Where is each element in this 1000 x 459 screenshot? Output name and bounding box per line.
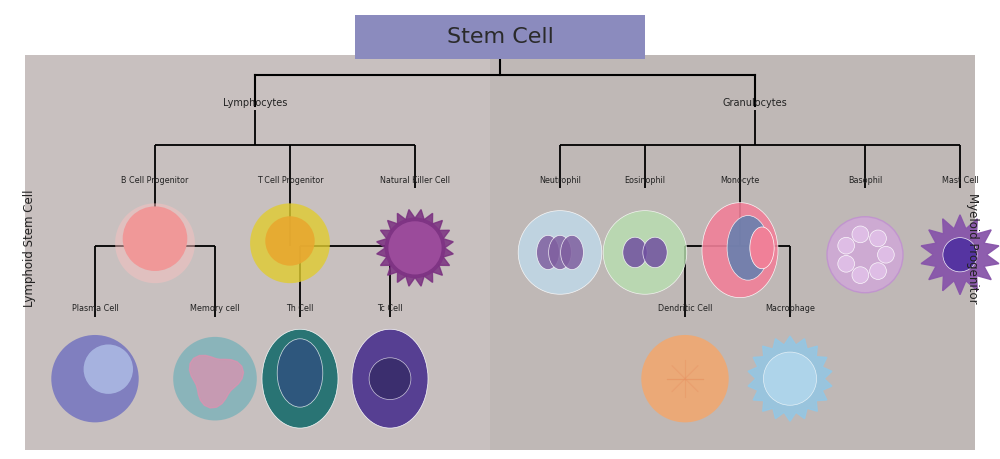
- Ellipse shape: [262, 329, 338, 428]
- Ellipse shape: [123, 207, 187, 271]
- Text: T Cell Progenitor: T Cell Progenitor: [257, 175, 323, 185]
- Text: Neutrophil: Neutrophil: [539, 175, 581, 185]
- Ellipse shape: [878, 246, 894, 263]
- Ellipse shape: [943, 238, 977, 272]
- Text: Lymphoid Stem Cell: Lymphoid Stem Cell: [23, 189, 36, 307]
- Text: B Cell Progenitor: B Cell Progenitor: [121, 175, 189, 185]
- Ellipse shape: [173, 337, 257, 420]
- Text: Natural Killer Cell: Natural Killer Cell: [380, 175, 450, 185]
- Ellipse shape: [277, 339, 323, 407]
- Ellipse shape: [115, 203, 195, 283]
- Ellipse shape: [250, 203, 330, 283]
- Text: Basophil: Basophil: [848, 175, 882, 185]
- Ellipse shape: [827, 217, 903, 293]
- Ellipse shape: [537, 235, 559, 269]
- Ellipse shape: [549, 235, 571, 269]
- Polygon shape: [189, 355, 244, 408]
- Text: Plasma Cell: Plasma Cell: [72, 304, 118, 313]
- FancyBboxPatch shape: [25, 55, 490, 450]
- Polygon shape: [377, 210, 453, 286]
- Text: Eosinophil: Eosinophil: [624, 175, 666, 185]
- Ellipse shape: [852, 267, 869, 284]
- Ellipse shape: [518, 211, 602, 294]
- Polygon shape: [921, 215, 999, 295]
- Text: Dendritic Cell: Dendritic Cell: [658, 304, 712, 313]
- Text: Memory cell: Memory cell: [190, 304, 240, 313]
- Text: Mast Cell: Mast Cell: [942, 175, 978, 185]
- Text: Th Cell: Th Cell: [286, 304, 314, 313]
- Text: Granulocytes: Granulocytes: [723, 98, 787, 108]
- Ellipse shape: [641, 335, 729, 422]
- Text: Macrophage: Macrophage: [765, 304, 815, 313]
- FancyBboxPatch shape: [355, 15, 645, 58]
- Ellipse shape: [702, 203, 778, 297]
- Ellipse shape: [643, 237, 667, 268]
- Ellipse shape: [603, 211, 687, 294]
- Ellipse shape: [84, 344, 133, 394]
- Ellipse shape: [623, 237, 647, 268]
- Text: Monocyte: Monocyte: [720, 175, 760, 185]
- Ellipse shape: [750, 227, 774, 269]
- Ellipse shape: [265, 216, 315, 266]
- Ellipse shape: [561, 235, 583, 269]
- Ellipse shape: [870, 263, 886, 280]
- Text: Lymphocytes: Lymphocytes: [223, 98, 287, 108]
- Ellipse shape: [838, 237, 855, 254]
- Ellipse shape: [838, 256, 855, 272]
- Text: Stem Cell: Stem Cell: [447, 27, 553, 47]
- Ellipse shape: [369, 358, 411, 400]
- Ellipse shape: [763, 352, 817, 405]
- Text: Tc Cell: Tc Cell: [377, 304, 403, 313]
- Ellipse shape: [870, 230, 886, 247]
- Ellipse shape: [388, 221, 442, 274]
- Text: Myeloid Progenitor: Myeloid Progenitor: [966, 192, 978, 303]
- Ellipse shape: [51, 335, 139, 422]
- Ellipse shape: [385, 218, 445, 278]
- Ellipse shape: [852, 226, 869, 243]
- FancyBboxPatch shape: [490, 55, 975, 450]
- Ellipse shape: [352, 329, 428, 428]
- Polygon shape: [748, 336, 832, 421]
- Ellipse shape: [727, 216, 769, 280]
